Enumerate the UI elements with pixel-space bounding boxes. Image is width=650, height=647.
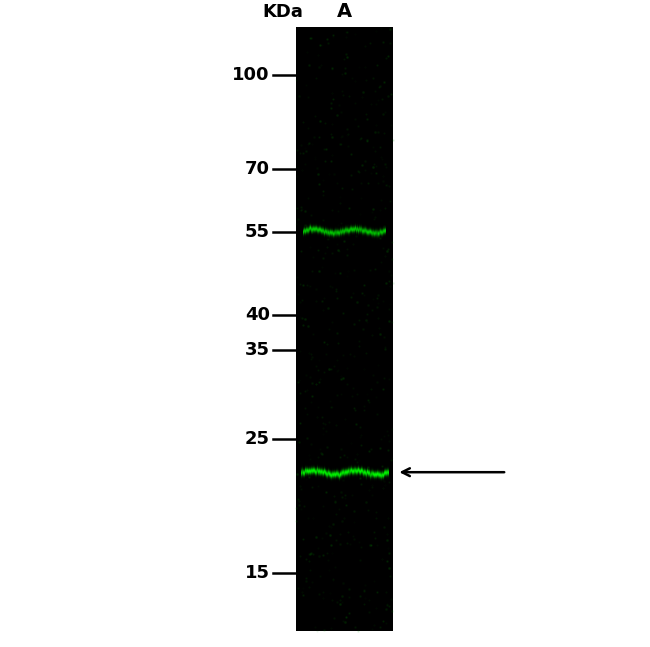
Text: KDa: KDa xyxy=(263,3,303,21)
Text: 55: 55 xyxy=(245,223,270,241)
Text: 15: 15 xyxy=(245,564,270,582)
Text: 35: 35 xyxy=(245,342,270,360)
Text: 40: 40 xyxy=(245,307,270,324)
Text: A: A xyxy=(337,2,352,21)
Text: 25: 25 xyxy=(245,430,270,448)
Text: 70: 70 xyxy=(245,160,270,178)
Text: 100: 100 xyxy=(232,66,270,84)
Bar xyxy=(296,27,393,631)
